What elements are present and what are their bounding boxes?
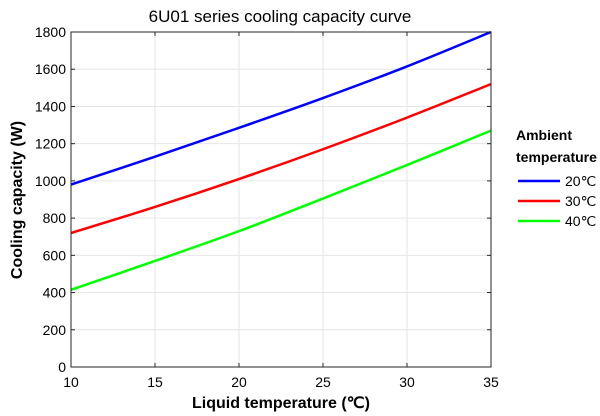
legend-label-3: 40℃ bbox=[565, 213, 596, 229]
series-line-1 bbox=[70, 30, 492, 186]
y-tick-label: 200 bbox=[43, 322, 67, 338]
x-tick-label: 25 bbox=[315, 374, 331, 390]
x-tick-label: 30 bbox=[399, 374, 415, 390]
y-tick-label: 400 bbox=[43, 285, 67, 301]
x-tick-label: 20 bbox=[231, 374, 247, 390]
y-axis-ticks: 0 200 400 600 800 1000 1200 1400 1600 1800 bbox=[35, 24, 491, 375]
y-tick-label: 1600 bbox=[35, 61, 66, 77]
y-tick-label: 1400 bbox=[35, 98, 66, 114]
y-tick-label: 800 bbox=[43, 210, 67, 226]
grid bbox=[71, 32, 491, 367]
legend-title-line-1: Ambient bbox=[516, 127, 572, 143]
x-axis-ticks: 10 15 20 25 30 35 bbox=[63, 32, 499, 390]
y-tick-label: 0 bbox=[58, 359, 66, 375]
legend-label-1: 20℃ bbox=[565, 173, 596, 189]
x-tick-label: 10 bbox=[63, 374, 79, 390]
y-tick-label: 1200 bbox=[35, 136, 66, 152]
legend-title-line-2: temperature bbox=[516, 149, 597, 165]
plot-frame bbox=[70, 31, 492, 368]
plot-lines bbox=[70, 30, 492, 291]
legend-label-2: 30℃ bbox=[565, 193, 596, 209]
y-axis-label: Cooling capacity (W) bbox=[9, 121, 26, 279]
chart-title: 6U01 series cooling capacity curve bbox=[149, 7, 412, 26]
series-line-2 bbox=[70, 82, 492, 235]
x-tick-label: 35 bbox=[483, 374, 499, 390]
x-tick-label: 15 bbox=[147, 374, 163, 390]
y-tick-label: 1000 bbox=[35, 173, 66, 189]
y-tick-label: 1800 bbox=[35, 24, 66, 40]
legend: Ambient temperature 20℃ 30℃ 40℃ bbox=[516, 127, 597, 229]
y-tick-label: 600 bbox=[43, 247, 67, 263]
x-axis-label: Liquid temperature (℃) bbox=[192, 395, 370, 412]
series-line-3 bbox=[70, 129, 492, 291]
